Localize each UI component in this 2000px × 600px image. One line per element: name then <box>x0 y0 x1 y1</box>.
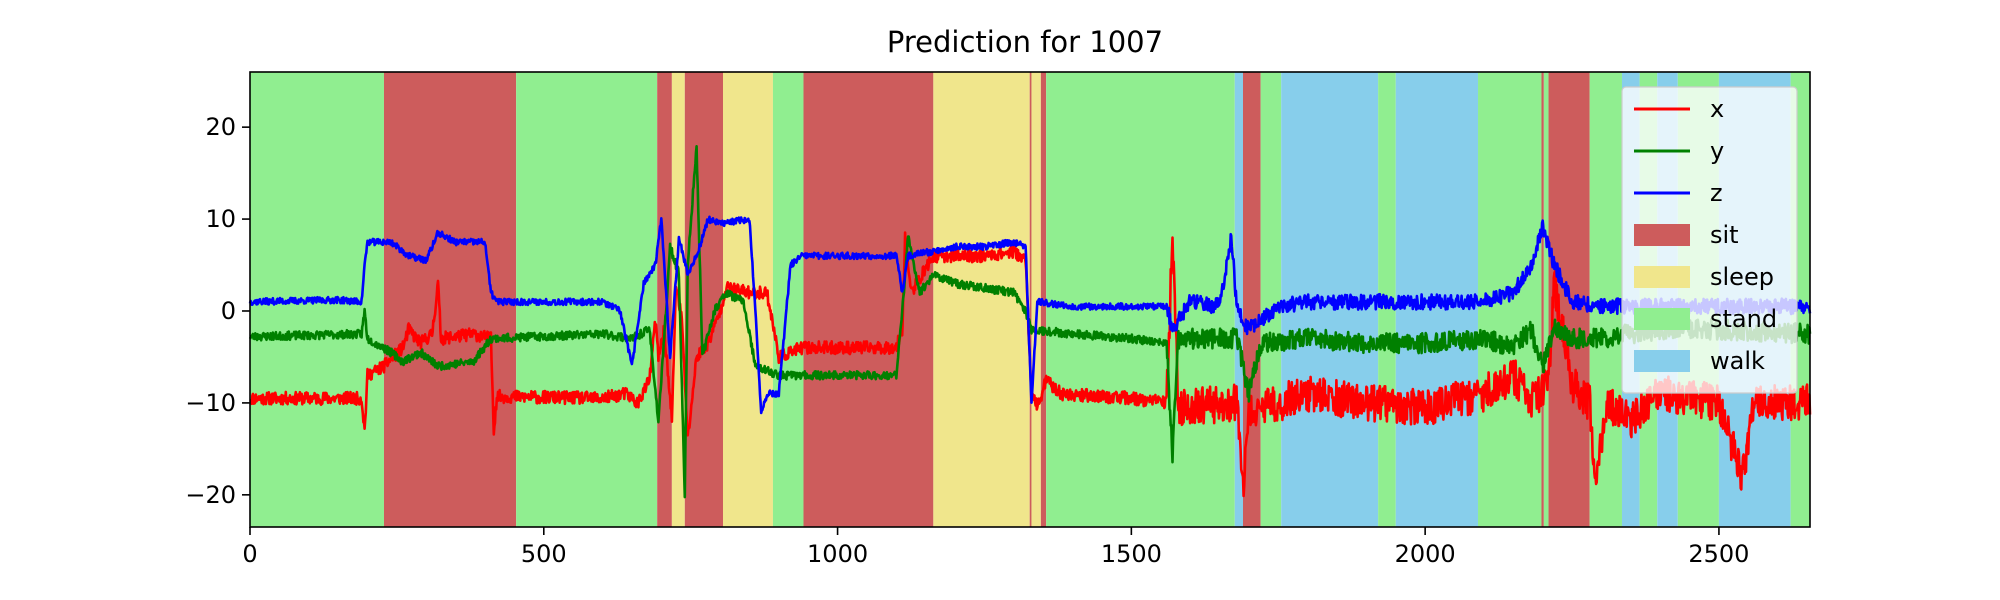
legend-label-sit: sit <box>1710 221 1739 249</box>
x-axis: 0 500 1000 1500 2000 2500 <box>242 527 1749 568</box>
band-stand <box>1046 72 1235 527</box>
band-sit <box>803 72 934 527</box>
legend-swatch-stand <box>1634 308 1690 330</box>
legend-label-stand: stand <box>1710 305 1777 333</box>
plot-frame <box>249 71 1811 528</box>
legend-label-y: y <box>1710 137 1724 165</box>
sensor-lines <box>248 145 1812 499</box>
legend-label-z: z <box>1710 179 1723 207</box>
band-sit <box>657 72 672 527</box>
y-tick-label: −20 <box>185 481 236 509</box>
legend-swatch-sit <box>1634 224 1690 246</box>
y-axis: −20 −10 0 10 20 <box>185 113 250 509</box>
band-sit <box>1541 72 1544 527</box>
x-tick-label: 0 <box>242 540 257 568</box>
legend-label-x: x <box>1710 95 1724 123</box>
band-stand <box>1260 72 1282 527</box>
legend: xyz sit sleep stand walk <box>1621 86 1798 394</box>
legend-swatch-sleep <box>1634 266 1690 288</box>
legend-label-sleep: sleep <box>1710 263 1774 291</box>
legend-swatch-walk <box>1634 350 1690 372</box>
band-sleep <box>722 72 773 527</box>
band-sleep <box>933 72 1030 527</box>
band-stand <box>1543 72 1549 527</box>
series-line-z <box>248 215 1812 415</box>
x-tick-label: 2000 <box>1395 540 1456 568</box>
y-tick-label: 10 <box>205 205 236 233</box>
band-sit <box>684 72 723 527</box>
x-tick-label: 1000 <box>807 540 868 568</box>
legend-label-walk: walk <box>1710 347 1765 375</box>
series-line-y <box>248 145 1812 499</box>
chart-title: Prediction for 1007 <box>887 25 1163 59</box>
x-tick-label: 500 <box>521 540 567 568</box>
y-tick-label: 0 <box>221 297 236 325</box>
band-sit <box>1029 72 1032 527</box>
band-sit <box>1040 72 1047 527</box>
y-tick-label: 20 <box>205 113 236 141</box>
band-sleep <box>1031 72 1041 527</box>
x-tick-label: 2500 <box>1688 540 1749 568</box>
activity-bands <box>250 72 1810 527</box>
band-walk <box>1234 72 1243 527</box>
y-tick-label: −10 <box>185 389 236 417</box>
x-tick-label: 1500 <box>1101 540 1162 568</box>
